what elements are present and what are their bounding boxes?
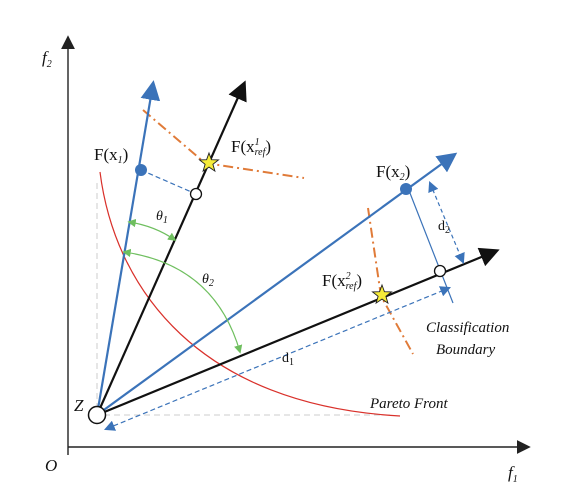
classification-boundary-1 [142,109,305,179]
classification-boundary-label-1: Classification [426,320,509,336]
origin-label: O [45,456,57,475]
d2-arrow [428,181,465,264]
d1-arrow [104,286,451,431]
theta2-label: θ2 [202,272,214,289]
y-axis-label: f2 [42,48,52,70]
classification-boundary-2 [367,207,414,355]
classification-boundary-label-2: Boundary [436,342,496,358]
z-ideal-point [87,405,107,425]
theta1-arc [127,218,177,241]
z-label: Z [74,396,84,415]
theta2-arc [122,248,243,354]
d2-perpendicular-line [407,187,454,304]
ref1-label: F(x1 ref) [231,137,271,158]
ref2-star [371,283,393,305]
fx1-label: F(x1) [94,145,128,166]
projection-point-2 [433,264,447,278]
ref1-star [198,151,220,173]
pareto-front-label: Pareto Front [369,396,448,412]
d2-label: d2 [438,219,450,236]
theta1-label: θ1 [156,209,168,226]
projection-point-1 [189,187,203,201]
x-axis-label: f1 [508,463,518,485]
solution-vector-2 [96,152,458,416]
fx2-point [400,183,412,195]
ref2-label: F(x2 ref) [322,271,362,292]
solution-vector-1 [95,80,161,416]
fx2-label: F(x2) [376,162,410,183]
d1-label: d1 [282,351,294,368]
fx1-point [135,164,147,176]
projection-line-1 [140,169,197,195]
